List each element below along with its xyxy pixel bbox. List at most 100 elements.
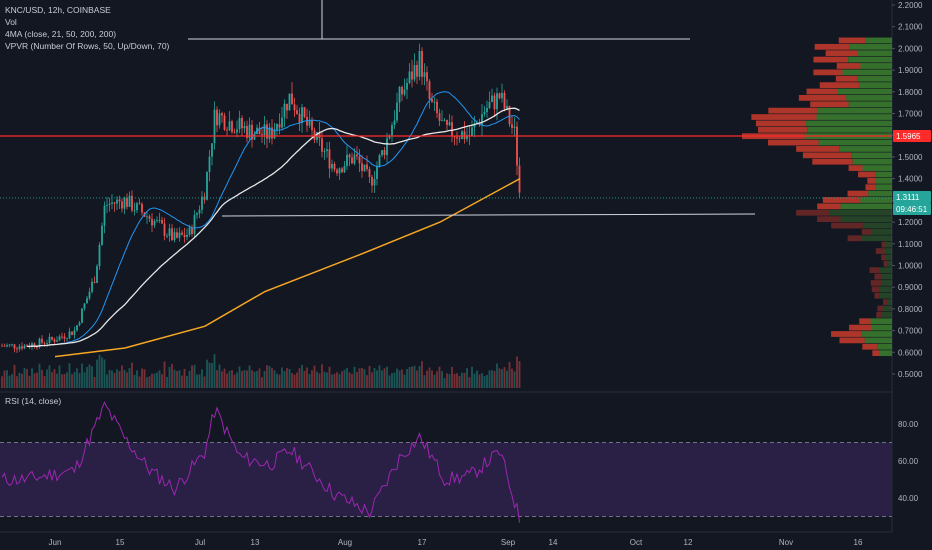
candle-body [41,338,43,343]
volume-bar [336,372,338,388]
vpvr-row-down [751,114,817,120]
volume-bar [341,371,343,388]
volume-bar [78,373,81,388]
volume-bar [88,364,91,388]
vpvr-row-up [875,177,892,184]
price-tick-label: 1.7000 [898,110,923,119]
candle-body [323,151,326,152]
volume-bar [186,376,188,388]
vpvr-row-down [881,241,887,248]
volume-bar [118,371,121,388]
vpvr-row-down [877,305,883,312]
volume-bar [216,370,218,388]
vpvr-row-up [857,75,892,82]
candle-body [126,197,128,207]
volume-bar [366,375,368,388]
candle-body [276,124,278,130]
candle-body [211,143,213,157]
candle-body [61,336,63,338]
volume-bar [108,369,111,388]
candle-body [233,132,236,133]
last-price-label-box [893,190,931,203]
volume-bar [326,372,328,388]
volume-bar [6,370,8,388]
candle-body [411,71,413,80]
volume-bar [181,375,183,388]
vpvr-row-up [859,82,892,89]
vpvr-row-up [882,305,892,312]
vpvr-row-up [887,299,892,305]
candle-body [381,150,383,156]
candle-body [156,220,158,222]
volume-bar [323,371,326,388]
legend-rsi[interactable]: RSI (14, close) [5,396,62,406]
volume-bar [26,369,28,388]
candle-body [236,129,238,133]
candle-body [418,51,421,77]
time-tick-label: Oct [630,538,643,547]
volume-bar [476,370,478,388]
candle-body [218,113,221,126]
vpvr-row-down [838,37,866,44]
vpvr-row-down [848,165,863,171]
candle-body [271,127,273,139]
candle-body [326,149,328,152]
vpvr-row-up [881,273,892,280]
countdown-label-box [893,202,931,215]
legend-vol[interactable]: Vol [5,17,17,27]
volume-bar [28,375,31,388]
volume-bar [101,357,103,388]
volume-bar [58,365,61,388]
vpvr-row-down [814,43,850,50]
volume-bar [211,363,213,388]
vpvr-row-down [874,292,880,299]
candle-body [188,227,191,235]
volume-bar [53,369,56,388]
legend-ma[interactable]: 4MA (close, 21, 50, 200, 200) [5,29,117,39]
candle-body [223,115,226,130]
volume-bar [8,375,11,388]
volume-bar [178,370,181,388]
candle-body [151,218,153,226]
volume-bar [433,374,436,388]
volume-bar [406,369,408,388]
candle-body [246,126,248,138]
volume-bar [371,372,373,388]
candle-body [371,176,373,186]
candle-body [168,228,171,236]
volume-bar [401,369,403,388]
candle-body [266,124,268,139]
vpvr-row-up [807,126,892,133]
ma200-line [54,177,521,358]
volume-bar [436,371,438,388]
volume-bar [378,365,381,388]
price-tick-label: 1.0000 [898,261,923,270]
volume-bar [298,368,301,388]
price-tick-label: 1.2000 [898,218,923,227]
candle-body [116,199,118,204]
candle-body [298,113,301,124]
volume-bar [191,365,193,388]
volume-bar [391,373,393,388]
candle-body [348,154,351,158]
price-tick-label: 2.2000 [898,1,923,10]
candle-body [113,202,116,204]
volume-bar [368,365,371,388]
volume-bar [176,371,178,388]
vpvr-row-up [864,337,892,344]
vpvr-row-up [882,311,892,318]
price-tick-label: 0.7000 [898,327,923,336]
volume-bar [61,374,63,388]
candle-body [458,138,461,140]
volume-bar [453,373,456,388]
vpvr-row-down [767,139,819,146]
volume-bar [381,370,383,388]
candle-body [78,322,81,326]
legend-vpvr[interactable]: VPVR (Number Of Rows, 50, Up/Down, 70) [5,41,170,51]
legend-symbol[interactable]: KNC/USD, 12h, COINBASE [5,5,111,15]
price-tick-label: 0.9000 [898,283,923,292]
candle-body [263,124,266,135]
volume-bar [43,376,46,388]
volume-bar [458,375,461,388]
